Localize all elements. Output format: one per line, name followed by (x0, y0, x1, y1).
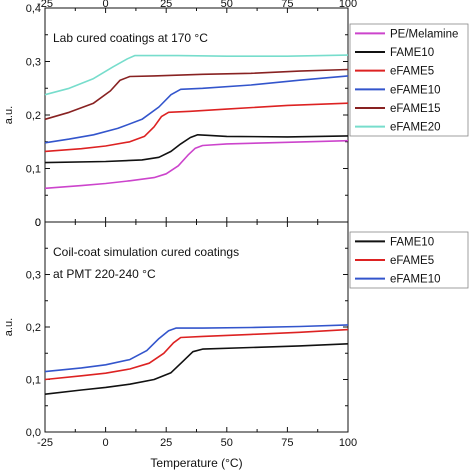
y-tick-label: 0,2 (26, 322, 41, 334)
x-tick-label-top: 0 (103, 0, 109, 10)
legend: FAME10 eFAME5 eFAME10 (349, 231, 469, 289)
legend-label: FAME10 (390, 47, 434, 59)
x-tick-label: 75 (281, 437, 293, 449)
x-tick-label: 25 (160, 437, 172, 449)
y-tick-label: 0 (35, 217, 41, 229)
series-line-efame15 (44, 68, 349, 121)
x-tick-label-top: 25 (160, 0, 172, 10)
panel-annotation: at PMT 220-240 °C (53, 267, 156, 281)
chart-panel-1: -25 0 25 50 75 100 0 0,1 0,2 0,3 0,4 a.u. Lab cured … (3, 0, 469, 229)
series-line-efame10 (44, 324, 349, 373)
y-tick-label: 0,0 (26, 427, 41, 439)
y-tick-label: 0,2 (26, 110, 41, 122)
series-line-fame10 (44, 134, 349, 164)
y-tick-label: 0,3 (26, 270, 41, 282)
y-axis-label: a.u. (3, 106, 15, 124)
legend-label: eFAME10 (390, 84, 441, 96)
y-axis-label: a.u. (3, 318, 15, 336)
x-tick-label: 0 (103, 437, 109, 449)
x-tick-label-top: 100 (339, 0, 357, 10)
legend-label: eFAME10 (390, 274, 441, 286)
legend-box (349, 23, 469, 137)
chart-panel-2: -25 0 25 50 75 100 0,0 0,1 0,2 0,3 0 a.u. Coil-coat … (3, 217, 469, 470)
x-axis-label: Temperature (°C) (150, 456, 242, 470)
legend-label: eFAME5 (390, 255, 434, 267)
legend-label: FAME10 (390, 236, 434, 248)
x-tick-label-top: 75 (281, 0, 293, 10)
series-line-efame5 (44, 102, 349, 153)
legend-label: eFAME20 (390, 122, 441, 134)
y-tick-label: 0,4 (26, 3, 41, 15)
x-tick-label: -25 (37, 437, 53, 449)
series-line-efame5 (44, 328, 349, 381)
y-tick-label: 0,1 (26, 375, 41, 387)
panel-annotation: Lab cured coatings at 170 °C (53, 31, 208, 45)
panel-annotation: Coil-coat simulation cured coatings (53, 245, 239, 259)
x-tick-label-top: -25 (37, 0, 53, 10)
y-tick-label: 0,3 (26, 57, 41, 69)
x-tick-label-top: 50 (221, 0, 233, 10)
series-line-pe-melamine (44, 139, 349, 190)
series-line-fame10 (44, 343, 349, 395)
y-tick-label: 0,1 (26, 164, 41, 176)
series-line-efame10 (44, 75, 349, 144)
x-tick-label: 100 (339, 437, 357, 449)
y-tick-label: 0 (35, 217, 41, 229)
x-tick-label: 50 (221, 437, 233, 449)
legend-label: PE/Melamine (390, 28, 458, 40)
series-line-efame20 (44, 54, 349, 96)
legend-label: eFAME5 (390, 66, 434, 78)
legend: PE/Melamine FAME10 eFAME5 eFAME10 eFAME15 eFA… (349, 23, 469, 137)
legend-label: eFAME15 (390, 103, 441, 115)
